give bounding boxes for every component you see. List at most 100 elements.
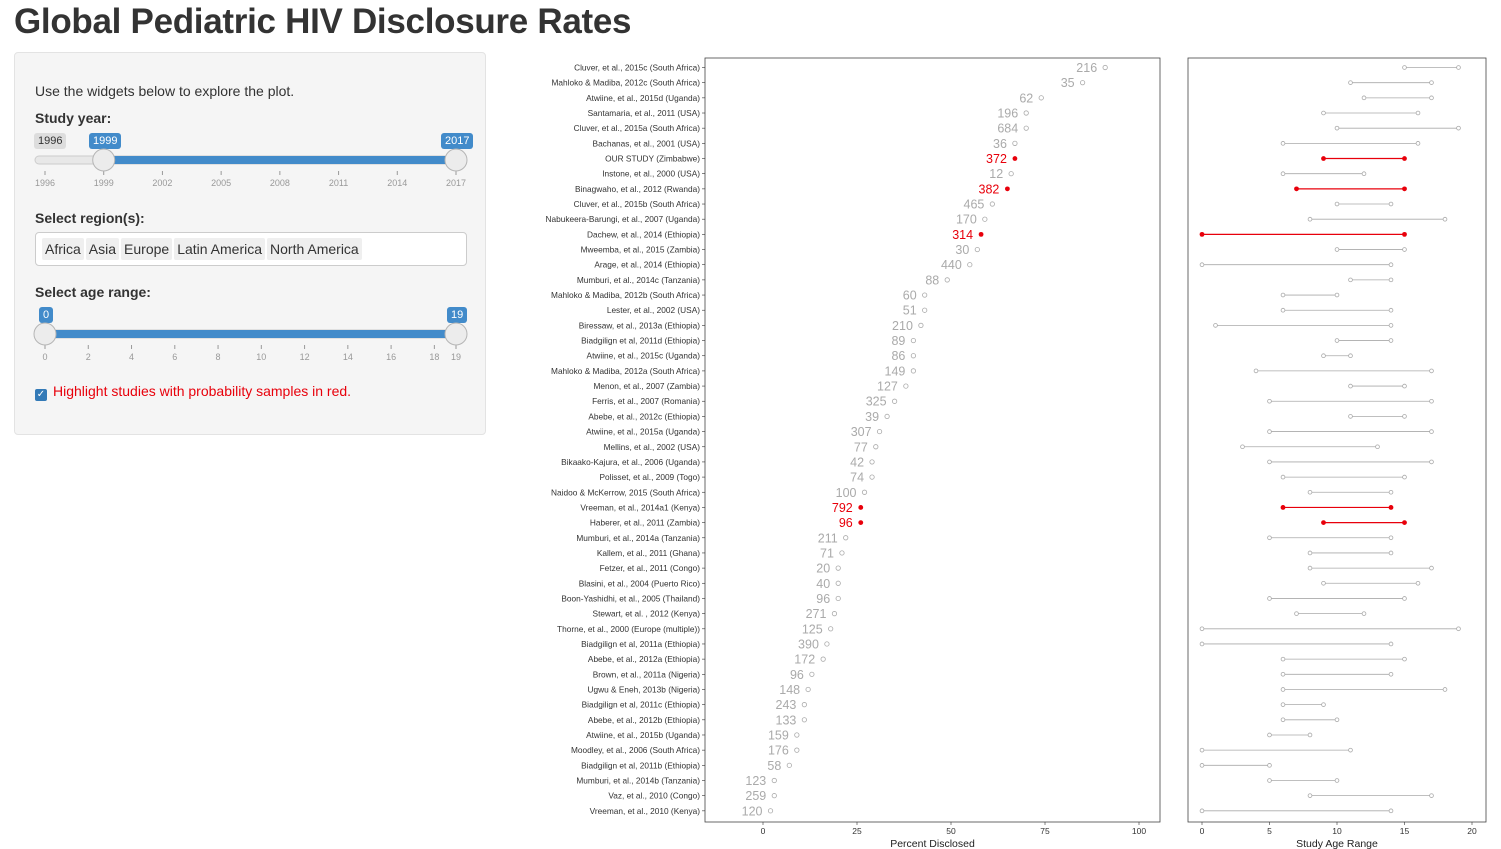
age-range-end <box>1402 414 1407 419</box>
x-tick-label: 20 <box>1467 826 1477 836</box>
year-slider-tick-label: 1999 <box>94 178 114 188</box>
data-point <box>869 474 875 480</box>
age-slider-tick-label: 14 <box>343 352 353 362</box>
study-label: Polisset, et al., 2009 (Togo) <box>599 472 700 482</box>
region-tag[interactable]: Africa <box>42 238 84 260</box>
sample-size-label: 133 <box>776 713 797 727</box>
region-label: Select region(s): <box>35 210 145 226</box>
age-range-end <box>1402 520 1407 525</box>
age-range-end <box>1388 307 1394 313</box>
study-label: Moodley, et al., 2006 (South Africa) <box>571 745 700 755</box>
page-title: Global Pediatric HIV Disclosure Rates <box>14 2 632 41</box>
highlight-checkbox[interactable]: ✓ <box>35 389 47 401</box>
region-tag[interactable]: Asia <box>85 238 120 260</box>
study-label: Thorne, et al., 2000 (Europe (multiple)) <box>557 624 700 634</box>
data-point <box>801 717 807 723</box>
age-range-end <box>1415 110 1421 116</box>
region-tag[interactable]: Europe <box>121 238 173 260</box>
sample-size-label: 74 <box>850 471 864 485</box>
region-tag[interactable]: North America <box>267 238 362 260</box>
study-label: Vreeman, et al., 2010 (Kenya) <box>590 806 701 816</box>
study-label: Biadgilign et al, 2011b (Ethiopia) <box>581 760 700 770</box>
region-select[interactable]: Africa Asia Europe Latin America North Ameri… <box>35 232 467 266</box>
x-tick-label: 50 <box>946 826 956 836</box>
age-range-end <box>1348 353 1353 359</box>
x-tick-label: 75 <box>1040 826 1050 836</box>
data-point <box>794 732 800 738</box>
sample-size-label: 35 <box>1061 76 1075 90</box>
age-range-end <box>1388 323 1394 328</box>
year-slider-from-handle[interactable] <box>92 148 116 172</box>
age-slider-tick-label: 10 <box>256 352 266 362</box>
study-label: Cluver, et al., 2015a (South Africa) <box>574 123 701 133</box>
study-label: Nabukeera-Barungi, et al., 2007 (Uganda) <box>545 214 700 224</box>
age-slider-tick-label: 19 <box>451 352 461 362</box>
data-point <box>794 747 800 753</box>
age-range-end <box>1280 687 1286 692</box>
sample-size-label: 148 <box>779 683 800 697</box>
study-label: Atwiine, et al., 2015d (Uganda) <box>586 93 700 103</box>
study-year-label: Study year: <box>35 110 112 126</box>
data-point <box>982 216 988 222</box>
sample-size-label: 51 <box>903 304 917 318</box>
age-slider-from-handle[interactable] <box>33 322 57 346</box>
study-label: Biadgilign et al, 2011a (Ethiopia) <box>581 639 700 649</box>
study-label: Mumburi, et al., 2014a (Tanzania) <box>576 533 700 543</box>
age-range-end <box>1361 611 1367 616</box>
data-point <box>858 520 864 525</box>
age-range-label: Select age range: <box>35 284 151 300</box>
age-to-label: 19 <box>447 307 468 323</box>
study-label: Bikaako-Kajura, et al., 2006 (Uganda) <box>561 457 700 467</box>
age-range-end <box>1334 338 1340 343</box>
age-range-end <box>1199 262 1205 268</box>
study-label: Cluver, et al., 2015c (South Africa) <box>574 63 700 73</box>
study-label: Ferris, et al., 2007 (Romania) <box>592 396 700 406</box>
age-range-end <box>1280 474 1286 480</box>
sample-size-label: 96 <box>839 516 853 530</box>
age-range-end <box>1199 626 1205 632</box>
age-range-end <box>1429 95 1434 101</box>
x-tick-label: 0 <box>1200 826 1205 836</box>
age-range-end <box>1429 429 1434 434</box>
year-slider-to-handle[interactable] <box>444 148 468 172</box>
x-tick-label: 5 <box>1267 826 1272 836</box>
age-range-end <box>1429 368 1434 374</box>
sample-size-label: 170 <box>956 213 977 227</box>
study-label: Bachanas, et al., 2001 (USA) <box>593 138 701 148</box>
study-label: Biadgilign et al, 2011d (Ethiopia) <box>581 336 700 346</box>
sample-size-label: 684 <box>997 122 1018 136</box>
age-range-end <box>1267 398 1272 404</box>
sample-size-label: 159 <box>768 728 789 742</box>
data-point <box>858 505 864 510</box>
data-point <box>967 262 973 268</box>
x-tick-label: 15 <box>1400 826 1410 836</box>
disclosure-chart: Cluver, et al., 2015c (South Africa) 216 M… <box>545 57 1487 849</box>
sample-size-label: 210 <box>892 319 913 333</box>
data-point <box>831 611 838 617</box>
age-range-end <box>1267 596 1272 601</box>
age-range-end <box>1334 201 1340 207</box>
age-range-end <box>1280 505 1286 510</box>
region-tag[interactable]: Latin America <box>174 238 266 260</box>
age-slider-tick-label: 4 <box>129 352 134 362</box>
data-point <box>910 368 916 374</box>
age-range-end <box>1429 398 1434 404</box>
data-point <box>1012 156 1018 161</box>
data-point <box>910 337 916 344</box>
highlight-option[interactable]: ✓ Highlight studies with probability samp… <box>35 383 351 401</box>
study-label: Cluver, et al., 2015b (South Africa) <box>574 199 701 209</box>
age-range-end <box>1402 383 1407 389</box>
study-label: Kallem, et al., 2011 (Ghana) <box>597 548 700 558</box>
age-range-end <box>1307 216 1313 222</box>
age-range-end <box>1307 565 1313 571</box>
study-label: Mahloko & Madiba, 2012c (South Africa) <box>551 78 700 88</box>
data-point <box>835 595 841 602</box>
age-slider-to-handle[interactable] <box>444 322 468 346</box>
sample-size-label: 96 <box>816 592 830 606</box>
age-from-label: 0 <box>39 307 54 323</box>
age-range-end <box>1456 125 1461 131</box>
study-label: Mahloko & Madiba, 2012b (South Africa) <box>551 290 700 300</box>
age-range-end <box>1267 778 1272 783</box>
age-range-end <box>1348 383 1353 389</box>
sample-size-label: 40 <box>816 577 830 591</box>
